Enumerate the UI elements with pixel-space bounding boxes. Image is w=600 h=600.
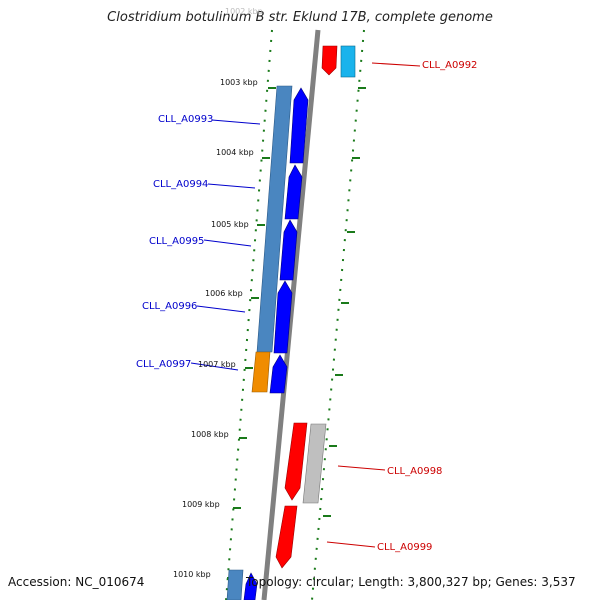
gene-label-cll-a0998[interactable]: CLL_A0998 xyxy=(387,466,442,477)
gene-label-cll-a0992[interactable]: CLL_A0992 xyxy=(422,60,477,71)
gene-label-cll-a0999[interactable]: CLL_A0999 xyxy=(377,542,432,553)
gene-label-cll-a0994[interactable]: CLL_A0994 xyxy=(153,179,208,190)
genome-stats-text: Topology: circular; Length: 3,800,327 bp… xyxy=(246,575,576,589)
feature-blue-bottom[interactable] xyxy=(226,569,244,600)
gene-label-cll-a0995[interactable]: CLL_A0995 xyxy=(149,236,204,247)
genome-title: Clostridium botulinum B str. Eklund 17B,… xyxy=(107,10,493,25)
gene-cll-a0997[interactable] xyxy=(269,354,288,394)
ruler-label-1006: 1006 kbp xyxy=(205,289,243,298)
feature-cyan[interactable] xyxy=(340,45,356,78)
label-leaders xyxy=(190,62,421,548)
ruler-label-1002: 1002 kbp xyxy=(225,7,263,16)
gene-cll-a0998[interactable] xyxy=(284,422,308,501)
gene-cll-a0992[interactable] xyxy=(321,45,338,76)
gene-label-cll-a0996[interactable]: CLL_A0996 xyxy=(142,301,197,312)
green-ticks xyxy=(227,87,366,579)
gene-cll-a0999[interactable] xyxy=(275,505,298,569)
ruler-label-1005: 1005 kbp xyxy=(211,220,249,229)
genome-backbone xyxy=(261,29,321,600)
gene-forward-bottom[interactable] xyxy=(243,572,258,600)
ruler-label-1004: 1004 kbp xyxy=(216,148,254,157)
gene-label-cll-a0993[interactable]: CLL_A0993 xyxy=(158,114,213,125)
accession-text: Accession: NC_010674 xyxy=(8,575,145,589)
gene-cll-a0995[interactable] xyxy=(279,219,298,281)
gene-cll-a0994[interactable] xyxy=(284,164,303,220)
feature-blue-long[interactable] xyxy=(256,85,293,353)
ruler-label-1008: 1008 kbp xyxy=(191,430,229,439)
ruler-label-1003: 1003 kbp xyxy=(220,78,258,87)
ruler-label-1010: 1010 kbp xyxy=(173,570,211,579)
feature-gray[interactable] xyxy=(302,423,327,504)
ruler-label-1009: 1009 kbp xyxy=(182,500,220,509)
gene-cll-a0993[interactable] xyxy=(289,87,309,164)
gene-label-cll-a0997[interactable]: CLL_A0997 xyxy=(136,359,191,370)
ruler-label-1007: 1007 kbp xyxy=(198,360,236,369)
gene-cll-a0996[interactable] xyxy=(273,280,293,354)
feature-orange[interactable] xyxy=(251,351,271,393)
